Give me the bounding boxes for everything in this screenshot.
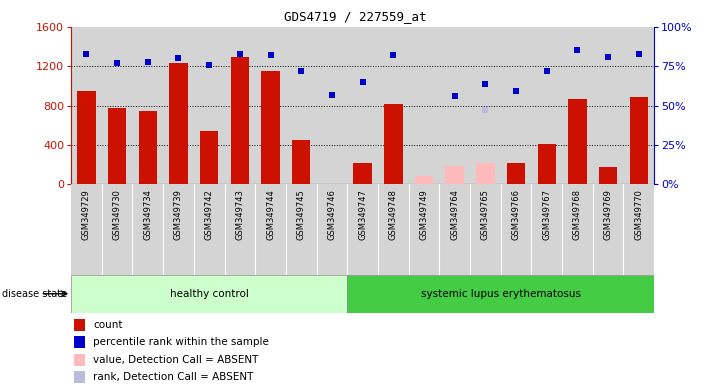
Bar bbox=[593, 27, 624, 184]
Bar bbox=[169, 63, 188, 184]
Text: GSM349745: GSM349745 bbox=[296, 189, 306, 240]
Text: GSM349744: GSM349744 bbox=[266, 189, 275, 240]
Bar bbox=[71, 27, 102, 184]
Text: count: count bbox=[93, 320, 123, 330]
Text: GSM349739: GSM349739 bbox=[174, 189, 183, 240]
Bar bbox=[347, 275, 654, 313]
Text: GSM349764: GSM349764 bbox=[450, 189, 459, 240]
Bar bbox=[353, 163, 372, 184]
Bar bbox=[71, 275, 347, 313]
Bar bbox=[347, 27, 378, 184]
Bar bbox=[629, 97, 648, 184]
Text: GSM349729: GSM349729 bbox=[82, 189, 91, 240]
Text: GSM349746: GSM349746 bbox=[328, 189, 336, 240]
Bar bbox=[624, 27, 654, 184]
Bar bbox=[507, 163, 525, 184]
Text: GSM349743: GSM349743 bbox=[235, 189, 245, 240]
Text: GSM349734: GSM349734 bbox=[144, 189, 152, 240]
Bar bbox=[102, 27, 132, 184]
Text: GSM349748: GSM349748 bbox=[389, 189, 397, 240]
Bar bbox=[286, 27, 316, 184]
Bar bbox=[200, 131, 218, 184]
Bar bbox=[74, 336, 85, 348]
Text: rank, Detection Call = ABSENT: rank, Detection Call = ABSENT bbox=[93, 372, 254, 382]
Bar bbox=[446, 166, 464, 184]
Text: disease state: disease state bbox=[2, 289, 68, 299]
Bar bbox=[599, 167, 617, 184]
Text: GSM349730: GSM349730 bbox=[112, 189, 122, 240]
Bar bbox=[139, 111, 157, 184]
Text: GSM349770: GSM349770 bbox=[634, 189, 643, 240]
Bar bbox=[74, 371, 85, 383]
Bar bbox=[77, 91, 96, 184]
Bar bbox=[384, 104, 402, 184]
Bar bbox=[108, 108, 127, 184]
Bar bbox=[439, 27, 470, 184]
Bar bbox=[316, 27, 347, 184]
Bar bbox=[163, 27, 194, 184]
Bar bbox=[132, 27, 163, 184]
Bar bbox=[531, 27, 562, 184]
Text: healthy control: healthy control bbox=[170, 289, 249, 299]
Bar bbox=[262, 71, 279, 184]
Bar bbox=[415, 177, 433, 184]
Bar bbox=[568, 99, 587, 184]
Text: value, Detection Call = ABSENT: value, Detection Call = ABSENT bbox=[93, 355, 259, 365]
Bar bbox=[225, 27, 255, 184]
Text: GSM349766: GSM349766 bbox=[511, 189, 520, 240]
Text: systemic lupus erythematosus: systemic lupus erythematosus bbox=[421, 289, 581, 299]
Text: GSM349742: GSM349742 bbox=[205, 189, 214, 240]
Bar bbox=[409, 27, 439, 184]
Text: percentile rank within the sample: percentile rank within the sample bbox=[93, 337, 269, 348]
Text: GSM349765: GSM349765 bbox=[481, 189, 490, 240]
Bar bbox=[562, 27, 593, 184]
Bar bbox=[501, 27, 531, 184]
Bar bbox=[470, 27, 501, 184]
Bar bbox=[476, 163, 495, 184]
Text: GSM349747: GSM349747 bbox=[358, 189, 367, 240]
Bar bbox=[292, 140, 311, 184]
Text: GSM349749: GSM349749 bbox=[419, 189, 429, 240]
Text: GDS4719 / 227559_at: GDS4719 / 227559_at bbox=[284, 10, 427, 23]
Text: GSM349769: GSM349769 bbox=[604, 189, 613, 240]
Bar bbox=[194, 27, 225, 184]
Bar bbox=[74, 319, 85, 331]
Bar bbox=[230, 57, 249, 184]
Bar bbox=[255, 27, 286, 184]
Text: GSM349767: GSM349767 bbox=[542, 189, 551, 240]
Bar bbox=[74, 354, 85, 366]
Bar bbox=[378, 27, 409, 184]
Bar bbox=[538, 144, 556, 184]
Text: GSM349768: GSM349768 bbox=[573, 189, 582, 240]
